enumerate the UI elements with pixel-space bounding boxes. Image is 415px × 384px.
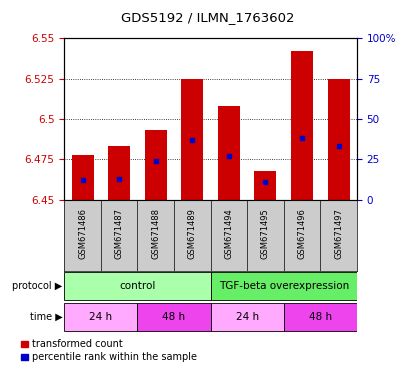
Bar xyxy=(137,303,210,331)
Bar xyxy=(284,303,357,331)
Bar xyxy=(181,79,203,200)
Text: 48 h: 48 h xyxy=(309,312,332,322)
Text: TGF-beta overexpression: TGF-beta overexpression xyxy=(219,281,349,291)
Text: GSM671489: GSM671489 xyxy=(188,209,197,259)
Bar xyxy=(291,51,313,200)
Bar xyxy=(328,79,349,200)
Text: 24 h: 24 h xyxy=(89,312,112,322)
Text: time ▶: time ▶ xyxy=(29,312,62,322)
Bar xyxy=(64,303,137,331)
Text: GSM671486: GSM671486 xyxy=(78,208,87,259)
Bar xyxy=(218,106,240,200)
Text: control: control xyxy=(119,281,156,291)
Text: 48 h: 48 h xyxy=(163,312,186,322)
Text: GSM671496: GSM671496 xyxy=(298,209,307,259)
Text: GSM671497: GSM671497 xyxy=(334,209,343,259)
Bar xyxy=(145,130,167,200)
Bar xyxy=(72,154,94,200)
Text: GSM671494: GSM671494 xyxy=(225,209,233,259)
Bar xyxy=(211,272,357,300)
Text: GSM671488: GSM671488 xyxy=(151,208,160,259)
Text: GDS5192 / ILMN_1763602: GDS5192 / ILMN_1763602 xyxy=(121,12,294,25)
Text: GSM671495: GSM671495 xyxy=(261,209,270,259)
Text: protocol ▶: protocol ▶ xyxy=(12,281,62,291)
Legend: transformed count, percentile rank within the sample: transformed count, percentile rank withi… xyxy=(22,339,197,362)
Bar xyxy=(108,146,130,200)
Text: 24 h: 24 h xyxy=(236,312,259,322)
Bar xyxy=(64,272,210,300)
Text: GSM671487: GSM671487 xyxy=(115,208,124,259)
Bar xyxy=(254,170,276,200)
Bar xyxy=(211,303,284,331)
